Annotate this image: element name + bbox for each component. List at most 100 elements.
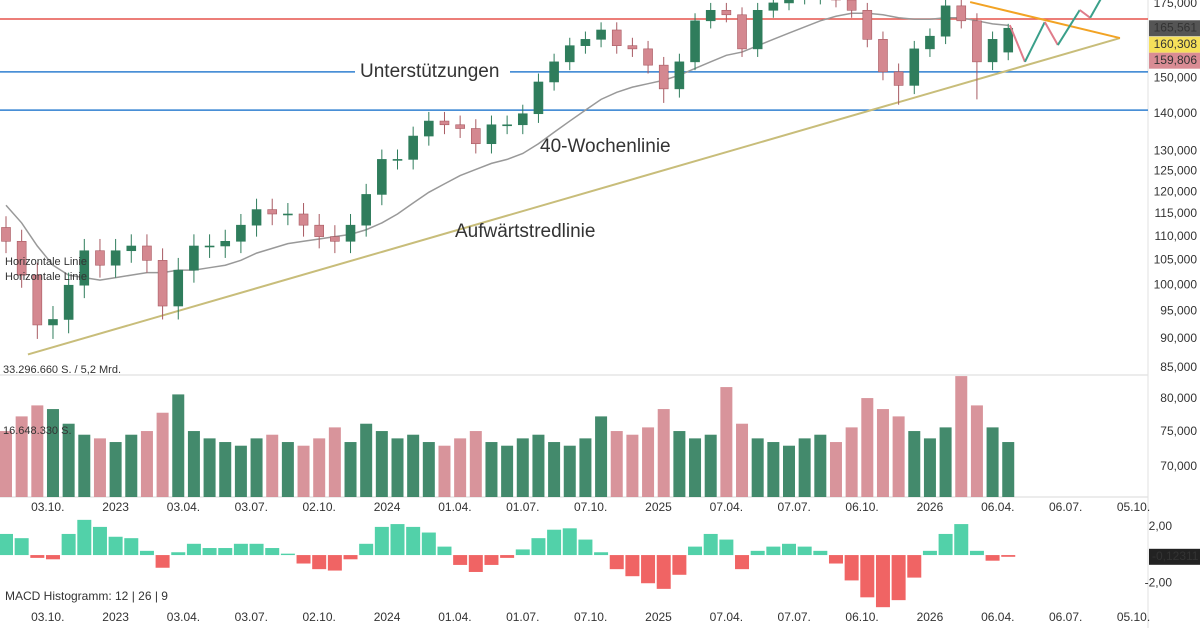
volume-bar [814,434,827,497]
projection-segment [1008,24,1026,63]
volume-bar [313,438,326,497]
x-tick-label: 01.04. [438,500,471,514]
y-tick-label: 150,000 [1154,71,1198,85]
candle-body [95,250,105,266]
volume-bar [15,416,28,497]
annotation: Unterstützungen [360,61,499,82]
candle-body [737,14,747,50]
macd-bar [500,555,515,558]
x-tick-label: 2026 [917,500,944,514]
macd-bar [891,555,906,601]
macd-bar [453,555,468,565]
volume-bar [986,427,999,497]
annotation-bg [355,60,510,83]
volume-bar [422,442,435,497]
price-label-box [1149,36,1200,53]
candle-body [909,48,920,86]
x-tick-label: 03.07. [235,610,268,624]
candle-body [236,224,246,242]
candle-body [658,64,669,90]
macd-bar [218,548,233,556]
y-tick-label: 175,000 [1154,0,1198,10]
x-tick-label: 07.07. [778,610,811,624]
volume-bar [234,445,247,497]
macd-bar [406,526,421,556]
volume-bar [501,445,514,497]
x-tick-label: 07.10. [574,500,607,514]
x-tick-label: 06.04. [981,610,1014,624]
volume-bar [140,431,153,497]
volume-bar [923,438,936,497]
candle-body [142,245,152,261]
x-tick-label: 2024 [374,500,401,514]
macd-bar [688,546,703,556]
volume-tick-label: 33.296.660 S. / 5,2 Mrd. [3,364,121,376]
volume-bar [548,442,561,497]
price-panel [0,0,1148,356]
candle-body [768,2,779,11]
candle-body [173,269,184,307]
volume-bar [46,409,59,497]
candle-body [267,209,278,215]
macd-bar [625,555,640,577]
macd-bar [609,555,624,570]
y-tick-label: 110,000 [1155,229,1198,243]
volume-bar [187,431,200,497]
macd-bar [77,519,92,556]
volume-bar [876,409,889,497]
volume-bar [657,409,670,497]
candle-body [377,159,387,195]
trendline [969,1,1121,40]
volume-bar [266,434,279,497]
volume-bar [297,445,310,497]
trendline [27,37,1121,356]
price-label: 159,806 [1154,53,1198,67]
volume-bar [532,434,545,497]
volume-bar [892,416,905,497]
x-tick-label: 06.07. [1049,610,1082,624]
x-tick-label: 07.07. [778,500,811,514]
y-tick-label: 90,000 [1160,331,1197,345]
candle-body [752,9,763,50]
legend-label: Horizontale Linie [5,256,87,268]
volume-bar [798,438,811,497]
macd-bar [766,546,781,556]
x-tick-label: 03.07. [235,500,268,514]
volume-bar [125,434,138,497]
candle-body [987,39,998,63]
macd-bar [359,543,374,556]
macd-bar [374,526,389,556]
macd-tick-label: 2,00 [1149,519,1173,533]
macd-bar [844,555,859,581]
candle-body [1003,27,1014,53]
volume-bar [328,427,341,497]
x-tick-label: 07.10. [574,610,607,624]
x-tick-label: 06.10. [845,500,878,514]
x-tick-label: 06.04. [981,500,1014,514]
x-tick-label: 01.07. [506,610,539,624]
candle-body [596,29,606,40]
candle-body [862,9,873,40]
macd-bar [249,543,264,556]
x-tick-label: 2025 [645,500,672,514]
x-tick-label: 2023 [102,610,129,624]
x-tick-label: 02.10. [303,610,336,624]
macd-bar [813,550,828,556]
x-tick-label: 2026 [917,610,944,624]
macd-bar [61,533,76,556]
candle-body [189,245,199,271]
y-tick-label: 75,000 [1160,424,1197,438]
y-tick-label: 95,000 [1160,304,1197,318]
candle-body [705,9,716,22]
macd-bar [782,543,796,556]
macd-bar [1001,555,1016,557]
volume-bar [626,434,639,497]
y-tick-label: 80,000 [1160,391,1197,405]
price-label-box [1149,20,1200,37]
macd-bar [327,555,342,571]
volume-bar [939,427,952,497]
x-tick-label: 03.04. [167,500,200,514]
candle-body [470,128,481,145]
candle-body [517,113,528,126]
